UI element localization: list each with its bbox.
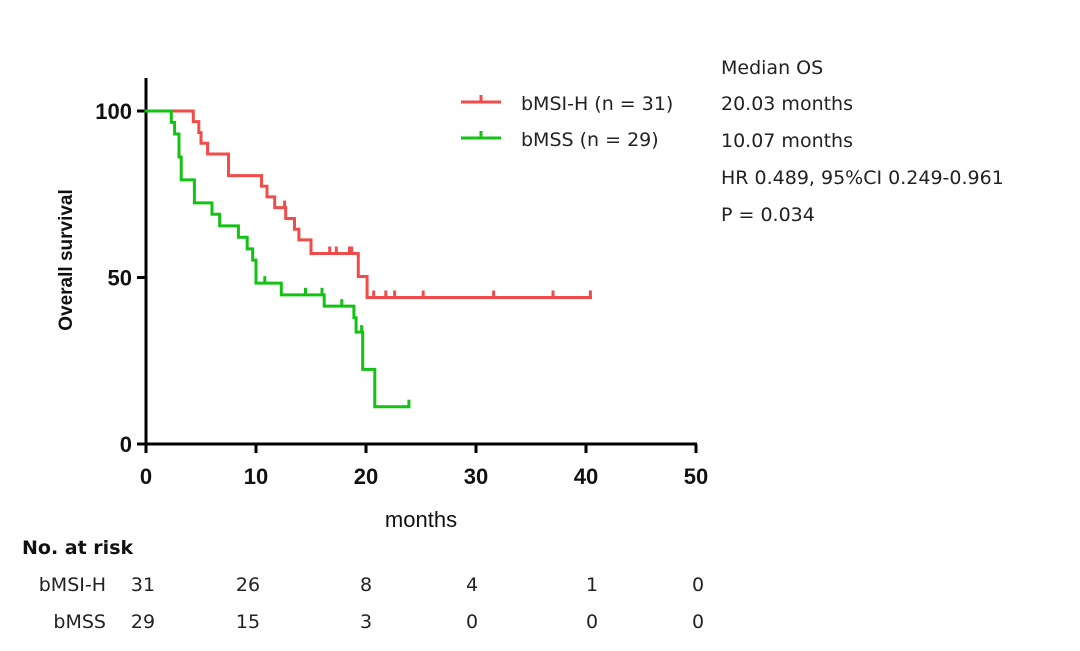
x-tick-label: 20 [354, 464, 378, 489]
y-tick-label: 100 [95, 99, 132, 124]
median-os-bmss: 10.07 months [721, 130, 853, 152]
risk-table-title: No. at risk [22, 537, 133, 559]
survival-curves [144, 109, 592, 409]
risk-row-label: bMSS [53, 611, 106, 633]
risk-count: 8 [360, 574, 372, 596]
risk-count: 0 [466, 611, 478, 633]
x-tick-label: 0 [140, 464, 152, 489]
p-value: P = 0.034 [721, 204, 815, 226]
risk-count: 4 [466, 574, 478, 596]
x-ticks: 0 10 20 30 40 50 [140, 444, 708, 489]
legend: bMSI-H (n = 31) bMSS (n = 29) [461, 93, 673, 151]
risk-row-label: bMSI-H [39, 574, 106, 596]
legend-item-bmsi-h: bMSI-H (n = 31) [461, 93, 673, 115]
risk-table-rows: bMSI-H 31 26 8 4 1 0 bMSS 29 15 3 0 0 0 [39, 574, 704, 633]
risk-count: 29 [131, 611, 155, 633]
risk-count: 15 [236, 611, 260, 633]
stats-annotation: Median OS 20.03 months 10.07 months HR 0… [721, 57, 1004, 226]
risk-count: 26 [236, 574, 260, 596]
risk-count: 0 [692, 611, 704, 633]
risk-count: 31 [131, 574, 155, 596]
y-axis-title: Overall survival [56, 189, 77, 331]
legend-label-bmss: bMSS (n = 29) [521, 129, 659, 151]
y-tick-label: 0 [120, 432, 132, 457]
hazard-ratio: HR 0.489, 95%CI 0.249-0.961 [721, 167, 1004, 189]
legend-label-bmsi-h: bMSI-H (n = 31) [521, 93, 673, 115]
x-tick-label: 40 [574, 464, 598, 489]
risk-count: 0 [586, 611, 598, 633]
median-os-bmsi-h: 20.03 months [721, 93, 853, 115]
legend-item-bmss: bMSS (n = 29) [461, 129, 659, 151]
risk-count: 1 [586, 574, 598, 596]
median-os-header: Median OS [721, 57, 823, 79]
x-axis-title: months [385, 507, 457, 532]
x-tick-label: 30 [464, 464, 488, 489]
y-ticks: 0 50 100 [95, 99, 146, 457]
survival-curve-bmss [144, 109, 411, 409]
x-tick-label: 50 [684, 464, 708, 489]
risk-count: 3 [360, 611, 372, 633]
y-tick-label: 50 [108, 266, 132, 291]
risk-count: 0 [692, 574, 704, 596]
x-tick-label: 10 [244, 464, 268, 489]
survival-curve-bmsi-h [144, 109, 592, 299]
risk-table: No. at risk bMSI-H 31 26 8 4 1 0 bMSS 29 15 3 0 0 0 [22, 537, 704, 633]
